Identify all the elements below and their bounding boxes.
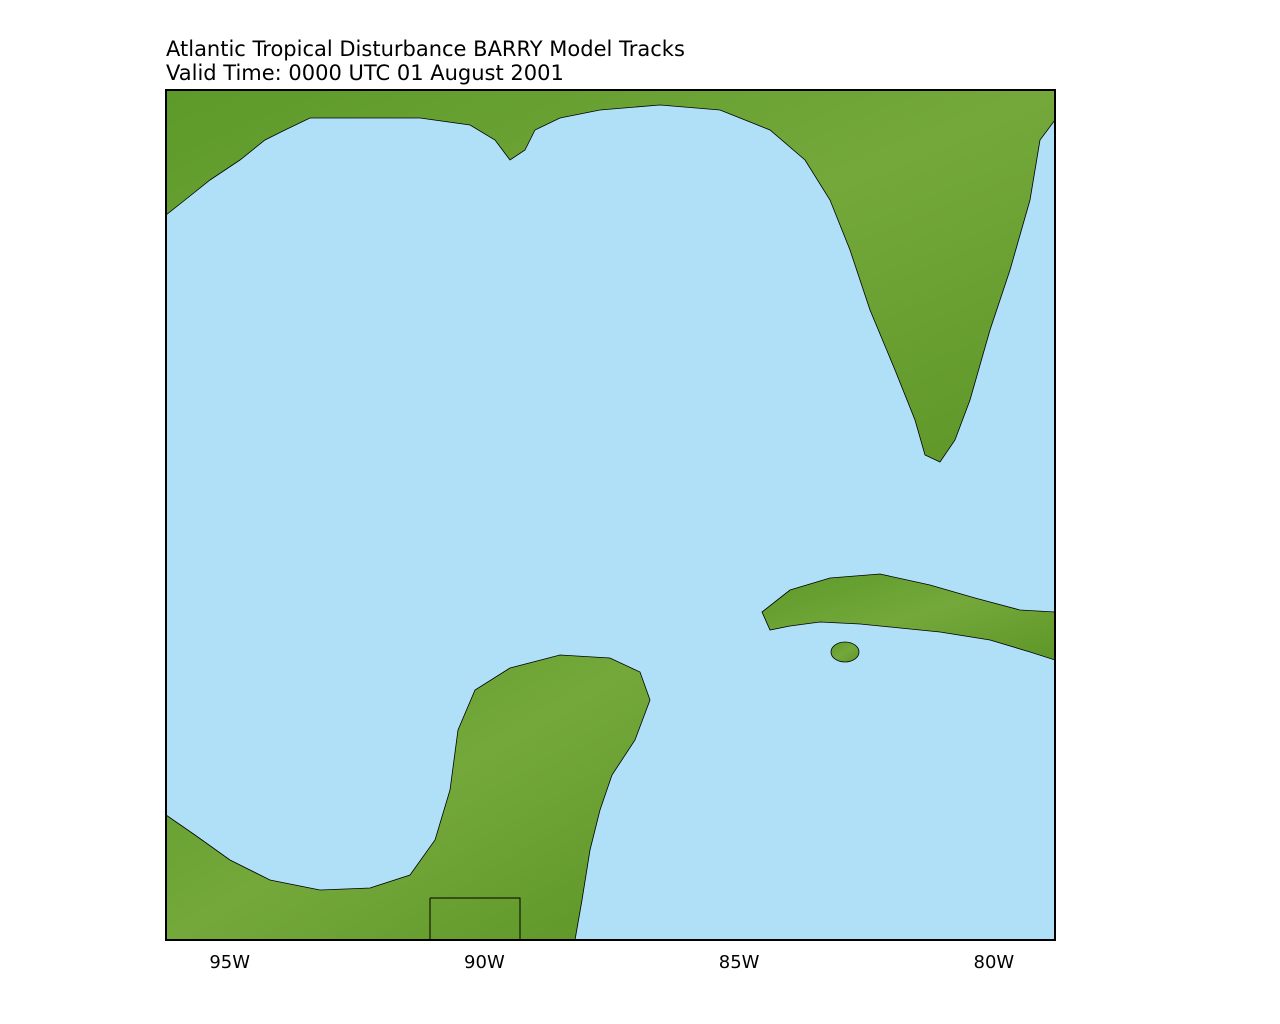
axes: 95W 90W 85W 80W [209, 952, 1014, 973]
map-area [166, 90, 1055, 940]
land-yucatan [166, 654, 651, 940]
x-tick-label: 90W [464, 952, 505, 973]
x-tick-label: 95W [209, 952, 250, 973]
subtitle: Valid Time: 0000 UTC 01 August 2001 [166, 61, 564, 85]
border [429, 897, 521, 940]
land-island [830, 641, 860, 663]
x-tick-label: 85W [719, 952, 760, 973]
land-north [166, 90, 1055, 463]
title: Atlantic Tropical Disturbance BARRY Mode… [166, 37, 685, 61]
plot-frame [165, 89, 1056, 941]
land-cuba [761, 573, 1055, 661]
x-tick-label: 80W [974, 952, 1015, 973]
